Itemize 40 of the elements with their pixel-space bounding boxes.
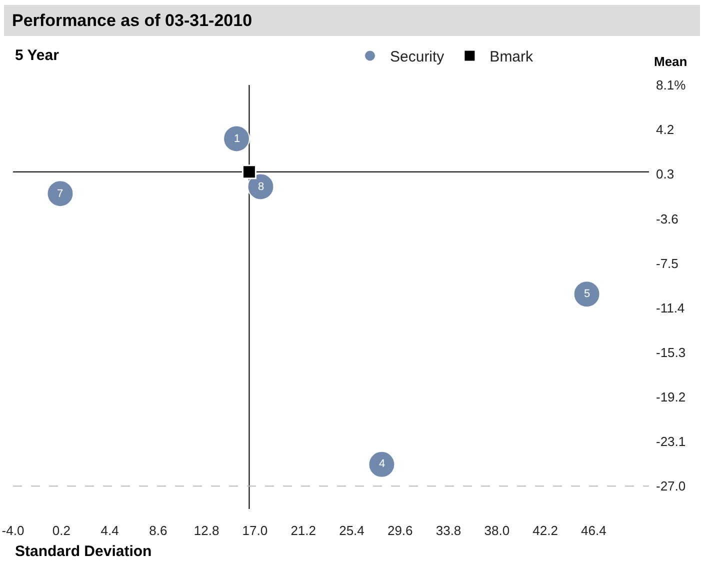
x-tick-label: 25.4 — [339, 523, 364, 538]
chart-subtitle: 5 Year — [15, 47, 60, 64]
annotation: 7 — [57, 188, 64, 200]
y-tick-label: -19.2 — [656, 390, 686, 405]
x-tick-label: 21.2 — [290, 523, 316, 538]
y-tick-label: -3.6 — [656, 211, 678, 226]
annotation: 8 — [258, 181, 264, 193]
point — [223, 125, 250, 152]
point — [242, 164, 256, 180]
annotation: 4 — [379, 458, 386, 470]
x-tick-label: 17.0 — [242, 523, 268, 538]
x-tick-label: 33.8 — [436, 523, 462, 538]
x-tick-label: 46.4 — [581, 523, 606, 538]
y-tick-label: -27.0 — [656, 478, 686, 494]
y-tick-label: 8.1% — [656, 78, 686, 93]
y-tick-label: 0.3 — [656, 166, 674, 182]
x-tick-label: 4.4 — [100, 523, 119, 538]
x-tick-label: 8.6 — [149, 523, 168, 538]
legend-label: Security — [390, 48, 445, 66]
y-tick-label: -7.5 — [656, 256, 678, 271]
x-tick-label: -4.0 — [2, 523, 24, 538]
point — [247, 173, 274, 200]
chart-title: Performance as of 03-31-2010 — [12, 10, 252, 30]
x-tick-label: 38.0 — [484, 523, 510, 538]
x-tick-label: 29.6 — [387, 523, 413, 538]
x-tick-label: 0.2 — [52, 523, 70, 538]
legend-label: Bmark — [490, 48, 534, 66]
y-tick-label: -11.4 — [656, 300, 685, 316]
y-tick-label: 4.2 — [656, 122, 674, 138]
x-tick-label: 12.8 — [194, 523, 220, 538]
point — [368, 450, 396, 478]
point — [46, 180, 74, 208]
point — [573, 280, 600, 308]
y-axis-title: Mean — [654, 54, 688, 69]
x-axis-title: Standard Deviation — [15, 543, 152, 560]
y-tick-label: -15.3 — [656, 344, 686, 360]
x-tick-label: 42.2 — [532, 523, 558, 538]
y-tick-label: -23.1 — [656, 434, 686, 450]
annotation: 5 — [584, 288, 590, 300]
annotation: 1 — [234, 133, 240, 145]
